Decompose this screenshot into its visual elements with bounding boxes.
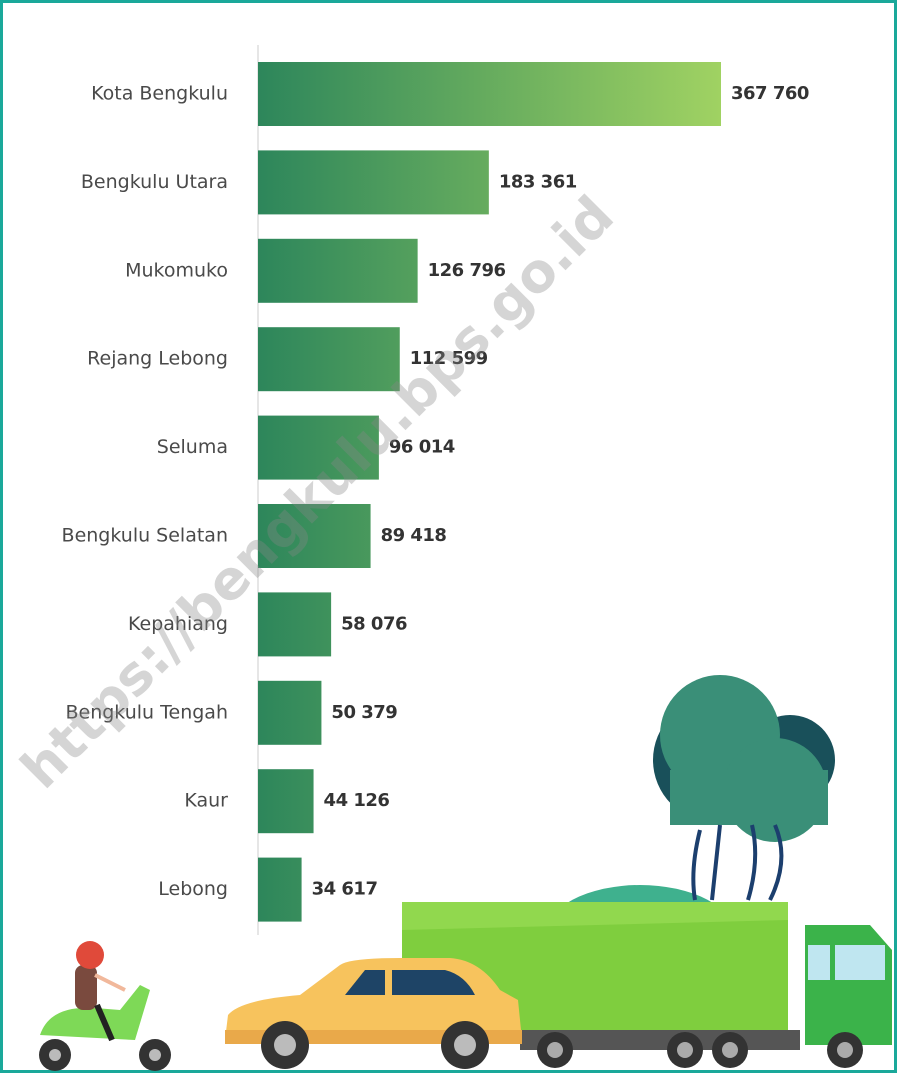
bar (258, 62, 721, 126)
bar (258, 327, 400, 392)
bar (258, 592, 332, 657)
category-label: Rejang Lebong (87, 348, 228, 370)
category-label: Kepahiang (128, 613, 228, 635)
bars: Kota Bengkulu 367 760 Bengkulu Utara 183 36… (62, 62, 809, 922)
value-label: 112 599 (410, 348, 488, 369)
bar (258, 415, 379, 480)
value-label: 126 796 (428, 260, 506, 281)
bar (258, 150, 489, 215)
illustration-car (225, 958, 522, 1069)
value-label: 50 379 (331, 702, 397, 723)
category-label: Bengkulu Tengah (65, 701, 228, 723)
category-label: Seluma (157, 436, 228, 458)
category-label: Bengkulu Selatan (62, 525, 228, 547)
category-label: Mukomuko (125, 259, 228, 281)
value-label: 58 076 (341, 613, 407, 634)
category-label: Kota Bengkulu (91, 83, 228, 105)
bar (258, 857, 302, 922)
value-label: 44 126 (324, 790, 390, 811)
bar (258, 769, 314, 834)
value-label: 367 760 (731, 83, 809, 104)
value-label: 34 617 (312, 879, 378, 900)
category-label: Lebong (158, 878, 228, 900)
bar (258, 238, 418, 303)
value-label: 183 361 (499, 171, 577, 192)
category-label: Bengkulu Utara (81, 171, 228, 193)
illustration-scooter (39, 941, 171, 1071)
bar (258, 504, 371, 568)
value-label: 89 418 (381, 525, 447, 546)
category-label: Kaur (184, 790, 228, 812)
value-label: 96 014 (389, 437, 455, 458)
bar (258, 680, 322, 745)
